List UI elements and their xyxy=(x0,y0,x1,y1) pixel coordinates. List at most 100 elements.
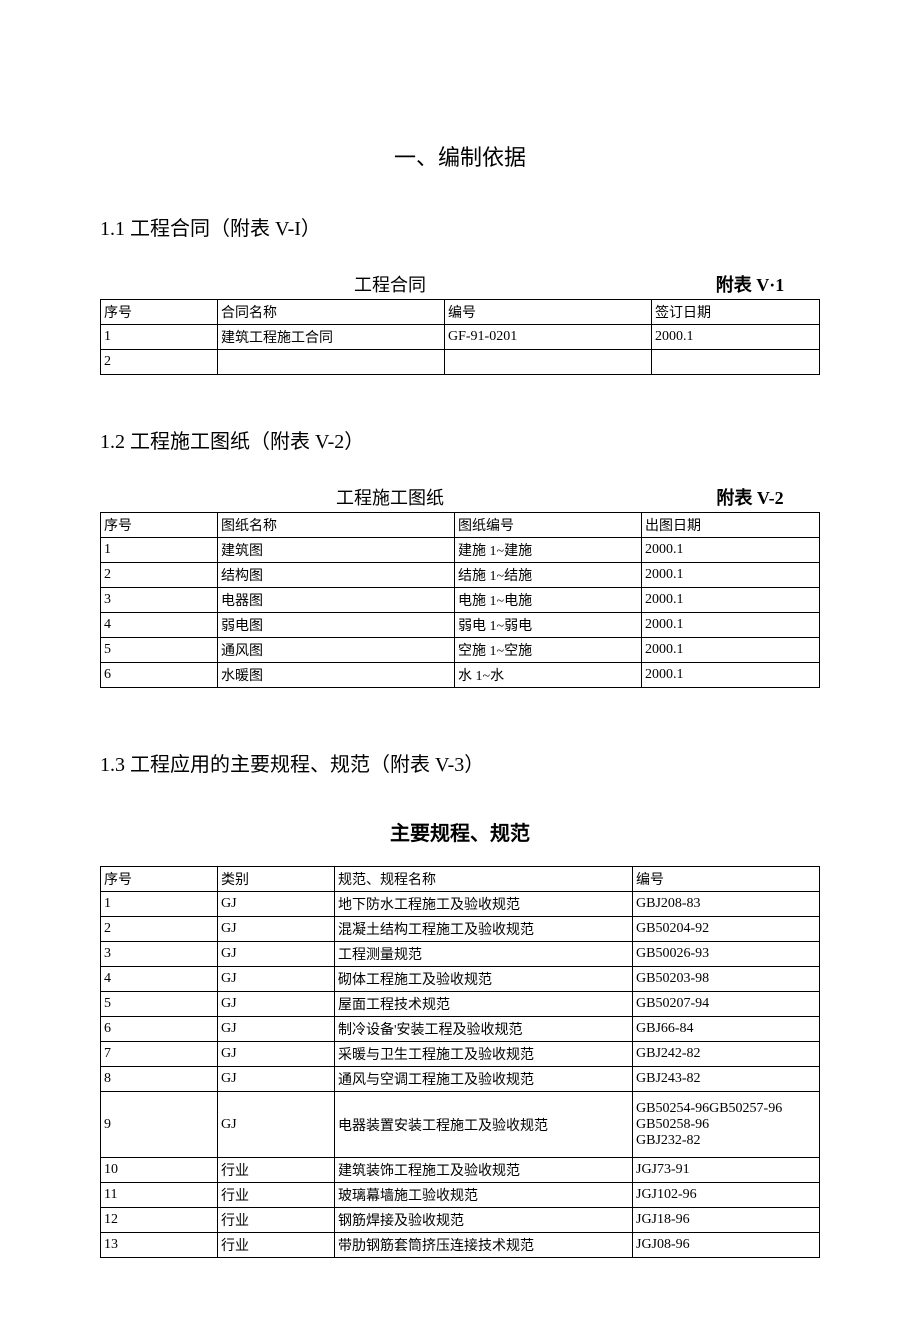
table-cell: GB50204-92 xyxy=(633,917,820,942)
table-cell: 6 xyxy=(101,663,218,688)
table-cell: JGJ102-96 xyxy=(633,1183,820,1208)
table-cell: 9 xyxy=(101,1092,218,1158)
table-row: 2 GJ 混凝土结构工程施工及验收规范 GB50204-92 xyxy=(101,917,820,942)
table-cell: 5 xyxy=(101,638,218,663)
table-cell: 制冷设备'安装工程及验收规范 xyxy=(335,1017,633,1042)
table-cell: 7 xyxy=(101,1042,218,1067)
table-cell: 2000.1 xyxy=(652,325,820,350)
table-row: 1 建筑图 建施 1~建施 2000.1 xyxy=(101,538,820,563)
table-cell: GBJ243-82 xyxy=(633,1067,820,1092)
table-cell: GB50254-96GB50257-96 GB50258-96 GBJ232-8… xyxy=(633,1092,820,1158)
table-cell: 3 xyxy=(101,588,218,613)
table-cell: 弱电 1~弱电 xyxy=(455,613,642,638)
table-row: 6 GJ 制冷设备'安装工程及验收规范 GBJ66-84 xyxy=(101,1017,820,1042)
table-header-cell: 编号 xyxy=(633,867,820,892)
table-cell: 6 xyxy=(101,1017,218,1042)
table-cell xyxy=(445,350,652,375)
table-header-row: 序号 类别 规范、规程名称 编号 xyxy=(101,867,820,892)
table-row: 7 GJ 采暖与卫生工程施工及验收规范 GBJ242-82 xyxy=(101,1042,820,1067)
table-row: 4 GJ 砌体工程施工及验收规范 GB50203-98 xyxy=(101,967,820,992)
table-cell: 11 xyxy=(101,1183,218,1208)
table-cell: 1 xyxy=(101,325,218,350)
table-cell: 建筑工程施工合同 xyxy=(218,325,445,350)
table-cell: GJ xyxy=(218,1017,335,1042)
table-cell: 采暖与卫生工程施工及验收规范 xyxy=(335,1042,633,1067)
table-cell: GBJ242-82 xyxy=(633,1042,820,1067)
section3-table: 序号 类别 规范、规程名称 编号 1 GJ 地下防水工程施工及验收规范 GBJ2… xyxy=(100,866,820,1258)
table-cell: 砌体工程施工及验收规范 xyxy=(335,967,633,992)
table-header-cell: 规范、规程名称 xyxy=(335,867,633,892)
table-header-cell: 图纸编号 xyxy=(455,513,642,538)
table-cell: 3 xyxy=(101,942,218,967)
table-cell: 2 xyxy=(101,917,218,942)
table-cell: GBJ208-83 xyxy=(633,892,820,917)
table-cell: GB50207-94 xyxy=(633,992,820,1017)
table-row: 5 通风图 空施 1~空施 2000.1 xyxy=(101,638,820,663)
table-header-cell: 签订日期 xyxy=(652,300,820,325)
table-cell: 混凝土结构工程施工及验收规范 xyxy=(335,917,633,942)
table-cell: GJ xyxy=(218,892,335,917)
table-cell: 2000.1 xyxy=(642,613,820,638)
table-cell: 结施 1~结施 xyxy=(455,563,642,588)
table-row: 12 行业 钢筋焊接及验收规范 JGJ18-96 xyxy=(101,1208,820,1233)
document-page: 一、编制依据 1.1 工程合同（附表 V-I） 工程合同 附表 V·1 序号 合… xyxy=(0,0,920,1318)
table-cell: 弱电图 xyxy=(218,613,455,638)
table-cell: 2000.1 xyxy=(642,588,820,613)
table-cell: 带肋钢筋套筒挤压连接技术规范 xyxy=(335,1233,633,1258)
table-row: 8 GJ 通风与空调工程施工及验收规范 GBJ243-82 xyxy=(101,1067,820,1092)
table-cell: 电器装置安装工程施工及验收规范 xyxy=(335,1092,633,1158)
table-cell xyxy=(652,350,820,375)
table-cell: 水暖图 xyxy=(218,663,455,688)
table-cell: 2000.1 xyxy=(642,538,820,563)
table-cell: 建筑装饰工程施工及验收规范 xyxy=(335,1158,633,1183)
table-cell: 4 xyxy=(101,613,218,638)
table-cell: 2 xyxy=(101,563,218,588)
table-cell: 建施 1~建施 xyxy=(455,538,642,563)
table-cell: 钢筋焊接及验收规范 xyxy=(335,1208,633,1233)
table-cell: GJ xyxy=(218,992,335,1017)
section2-table-title-right: 附表 V-2 xyxy=(680,484,820,510)
table-header-cell: 合同名称 xyxy=(218,300,445,325)
table-cell: 1 xyxy=(101,892,218,917)
table-cell: 8 xyxy=(101,1067,218,1092)
section1-table: 序号 合同名称 编号 签订日期 1 建筑工程施工合同 GF-91-0201 20… xyxy=(100,299,820,375)
table-cell: 13 xyxy=(101,1233,218,1258)
section2-table-title: 工程施工图纸 xyxy=(100,484,680,510)
table-cell: GJ xyxy=(218,1067,335,1092)
table-header-row: 序号 图纸名称 图纸编号 出图日期 xyxy=(101,513,820,538)
table-cell: GBJ66-84 xyxy=(633,1017,820,1042)
table-row: 3 GJ 工程测量规范 GB50026-93 xyxy=(101,942,820,967)
section2-table: 序号 图纸名称 图纸编号 出图日期 1 建筑图 建施 1~建施 2000.1 2… xyxy=(100,512,820,688)
table-row: 1 GJ 地下防水工程施工及验收规范 GBJ208-83 xyxy=(101,892,820,917)
table-header-cell: 图纸名称 xyxy=(218,513,455,538)
table-cell: 10 xyxy=(101,1158,218,1183)
table-cell: 建筑图 xyxy=(218,538,455,563)
table-row: 2 结构图 结施 1~结施 2000.1 xyxy=(101,563,820,588)
table-row: 1 建筑工程施工合同 GF-91-0201 2000.1 xyxy=(101,325,820,350)
table-row: 9 GJ 电器装置安装工程施工及验收规范 GB50254-96GB50257-9… xyxy=(101,1092,820,1158)
table-cell: JGJ73-91 xyxy=(633,1158,820,1183)
table-cell: GB50203-98 xyxy=(633,967,820,992)
table-cell: 行业 xyxy=(218,1183,335,1208)
section1-table-title-right: 附表 V·1 xyxy=(680,271,820,297)
table-row: 6 水暖图 水 1~水 2000.1 xyxy=(101,663,820,688)
table-row: 10 行业 建筑装饰工程施工及验收规范 JGJ73-91 xyxy=(101,1158,820,1183)
table-cell: GJ xyxy=(218,1042,335,1067)
heading-main: 一、编制依据 xyxy=(100,140,820,172)
table-header-cell: 序号 xyxy=(101,513,218,538)
table-cell: 结构图 xyxy=(218,563,455,588)
table-cell: 行业 xyxy=(218,1158,335,1183)
table-header-cell: 序号 xyxy=(101,300,218,325)
table-cell: 1 xyxy=(101,538,218,563)
table-cell: 通风图 xyxy=(218,638,455,663)
section2-heading: 1.2 工程施工图纸（附表 V-2） xyxy=(100,425,820,454)
table-row: 4 弱电图 弱电 1~弱电 2000.1 xyxy=(101,613,820,638)
table-cell: JGJ08-96 xyxy=(633,1233,820,1258)
table-cell: GJ xyxy=(218,942,335,967)
table-cell: GB50026-93 xyxy=(633,942,820,967)
table-cell: 4 xyxy=(101,967,218,992)
table-header-cell: 编号 xyxy=(445,300,652,325)
table-cell: 2000.1 xyxy=(642,663,820,688)
table-cell: 屋面工程技术规范 xyxy=(335,992,633,1017)
table-cell: GJ xyxy=(218,1092,335,1158)
